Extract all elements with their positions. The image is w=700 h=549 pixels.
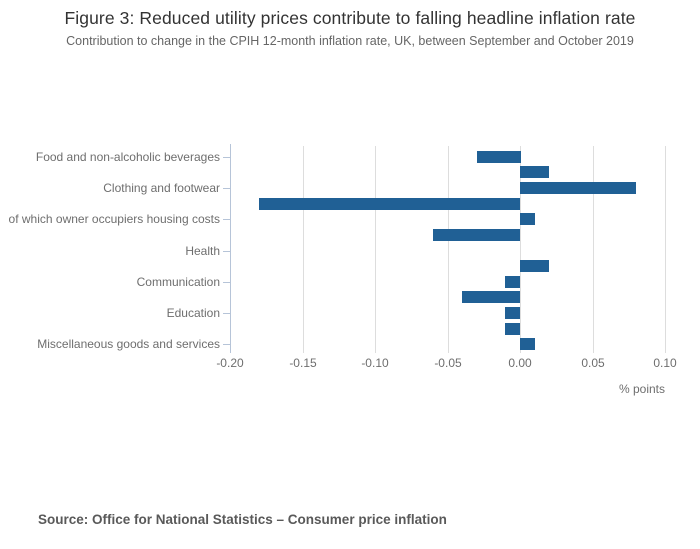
chart-bar [520,213,535,225]
category-label: Communication [136,275,220,289]
y-axis-line [230,144,231,353]
x-tick-label: -0.10 [361,356,389,370]
y-tick [223,344,230,345]
category-label: Food and non-alcoholic beverages [35,150,220,164]
x-tick-label: -0.15 [289,356,317,370]
x-axis-label: % points [618,382,665,396]
chart-subtitle: Contribution to change in the CPIH 12-mo… [66,34,634,48]
x-tick-label: -0.20 [216,356,244,370]
chart-bar [477,151,521,163]
x-tick-label: 0.10 [653,356,677,370]
chart-title: Figure 3: Reduced utility prices contrib… [64,8,636,28]
y-tick [223,282,230,283]
category-label: Clothing and footwear [103,181,220,195]
chart-bar [520,338,535,350]
category-label: Health [185,244,220,258]
y-tick [223,188,230,189]
category-label: of which owner occupiers housing costs [8,212,220,226]
y-tick [223,219,230,220]
x-gridline [593,146,594,353]
chart-bar [505,323,520,335]
chart-bar [520,166,549,178]
category-label: Education [166,306,220,320]
chart-bar [505,276,520,288]
chart-bar [520,182,636,194]
chart-bar [505,307,520,319]
chart-bar [462,291,520,303]
x-gridline [448,146,449,353]
chart-bar [259,198,520,210]
chart-bar [433,229,520,241]
x-gridline [375,146,376,353]
x-tick-label: 0.00 [508,356,532,370]
x-gridline [665,146,666,353]
category-label: Miscellaneous goods and services [37,337,220,351]
source-text: Source: Office for National Statistics –… [38,512,447,527]
y-tick [223,251,230,252]
chart-bar [520,260,549,272]
x-tick-label: -0.05 [434,356,462,370]
x-tick-label: 0.05 [581,356,605,370]
y-tick [223,157,230,158]
x-gridline [520,146,521,353]
y-tick [223,313,230,314]
x-gridline [303,146,304,353]
